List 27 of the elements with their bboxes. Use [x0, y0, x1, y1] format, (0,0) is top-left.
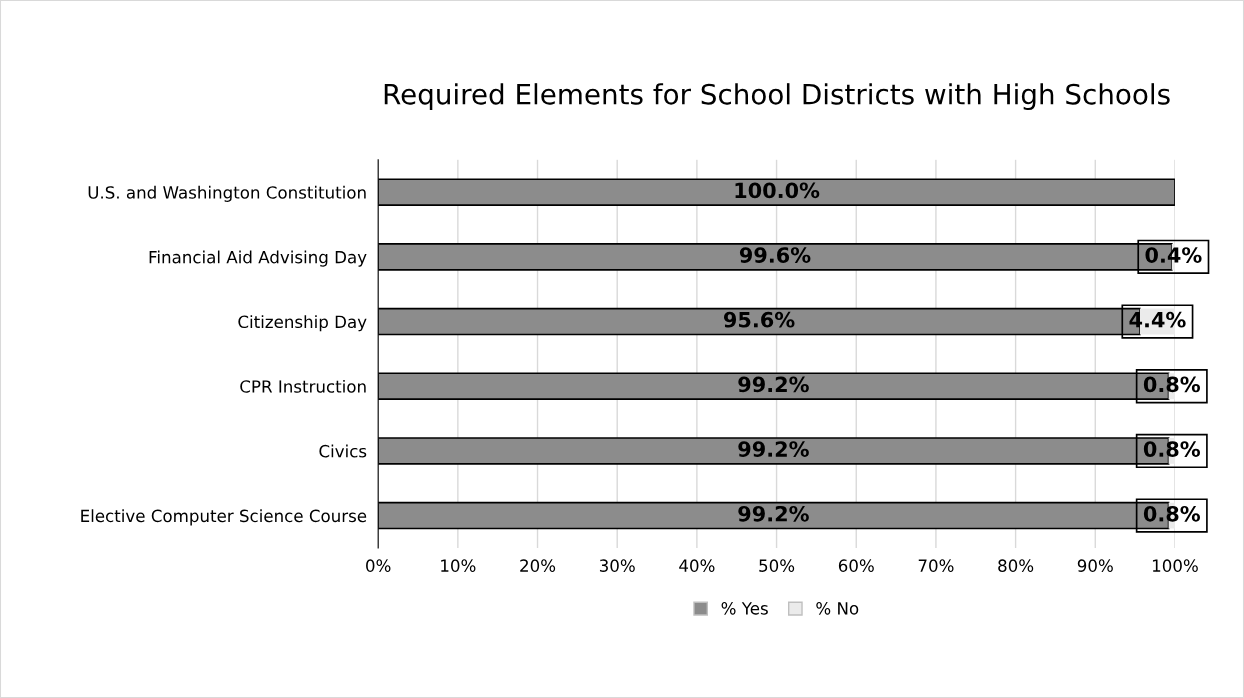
y-tick-label: Financial Aid Advising Day [149, 250, 367, 267]
y-tick-label: Elective Computer Science Course [81, 509, 367, 526]
data-label: 95.6% [723, 311, 795, 328]
x-tick-label: 0% [366, 559, 391, 572]
x-tick-label: 20% [520, 559, 556, 572]
data-label: 99.6% [739, 247, 811, 263]
x-tick-label: 50% [759, 559, 795, 572]
legend-label: % No [816, 602, 859, 615]
bar [378, 178, 1175, 206]
x-tick-label: 80% [998, 559, 1034, 572]
x-tick-label: 90% [1077, 559, 1113, 572]
x-tick-label: 30% [599, 559, 635, 572]
data-label: 99.2% [738, 505, 809, 522]
data-label: 100.0% [735, 182, 820, 199]
chart-title: Required Elements for School Districts with High Schools [384, 83, 1170, 111]
data-label: 99.2% [738, 376, 809, 393]
x-tick-label: 60% [838, 559, 874, 572]
y-tick-label: Citizenship Day [238, 315, 367, 332]
x-tick-label: 40% [679, 559, 715, 572]
x-tick-label: 100% [1152, 559, 1198, 572]
y-tick-label: CPR Instruction [240, 379, 366, 393]
x-tick-label: 70% [918, 559, 954, 572]
x-tick-label: 10% [441, 559, 476, 572]
y-tick-label: U.S. and Washington Constitution [88, 185, 366, 202]
y-tick-label: Civics [319, 444, 367, 458]
data-label: 99.2% [738, 441, 809, 457]
legend-label: % Yes [721, 602, 768, 615]
